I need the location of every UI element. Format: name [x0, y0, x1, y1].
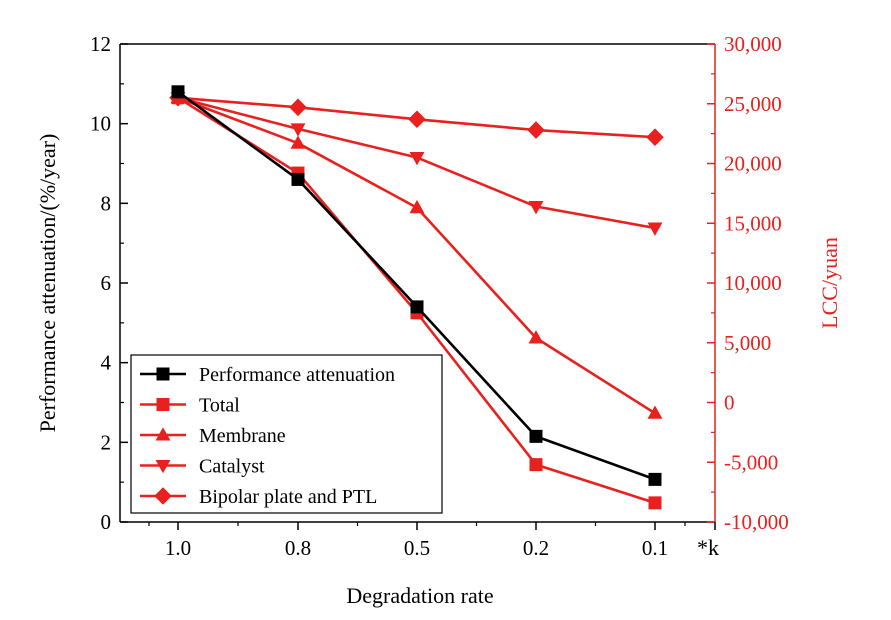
legend-entry: Bipolar plate and PTL	[140, 486, 377, 508]
legend-entry: Membrane	[140, 425, 286, 447]
data-point	[646, 128, 664, 146]
data-point	[648, 496, 662, 510]
legend-marker	[156, 367, 170, 381]
data-point	[529, 458, 543, 472]
series-catalyst	[170, 92, 663, 236]
left-tick-label: 12	[90, 32, 111, 56]
series-performance-attenuation	[171, 85, 662, 486]
right-tick-label: 25,000	[724, 92, 782, 116]
left-tick-label: 4	[101, 351, 112, 375]
legend-entry: Total	[140, 395, 240, 417]
data-point	[528, 330, 544, 344]
data-point	[648, 472, 662, 486]
data-point	[409, 152, 425, 166]
data-point	[409, 199, 425, 214]
data-point	[410, 300, 424, 314]
data-point	[647, 222, 663, 236]
legend-marker	[156, 398, 170, 411]
data-point	[290, 135, 306, 149]
legend-label: Bipolar plate and PTL	[199, 486, 377, 508]
legend-marker	[155, 427, 171, 441]
x-axis: 1.0 0.8 0.5 0.2 0.1	[148, 522, 716, 560]
x-tick-label: 1.0	[165, 536, 191, 560]
x-axis-title: Degradation rate	[346, 583, 493, 608]
x-tick-label: 0.5	[404, 536, 430, 560]
right-y-axis: -10,000 -5,000 0 5,000 10,000 15,000 20,000 25,…	[707, 32, 789, 534]
left-y-axis-title: Performance attenuation/(%/year)	[35, 134, 60, 433]
data-point	[527, 121, 545, 139]
left-tick-label: 10	[90, 112, 111, 136]
right-tick-label: -5,000	[724, 450, 778, 474]
legend-label: Membrane	[199, 425, 286, 447]
data-point	[529, 429, 543, 443]
legend: Performance attenuation Total Membrane Cata…	[130, 354, 443, 514]
right-y-axis-title: LCC/yuan	[817, 237, 842, 329]
right-tick-label: -10,000	[724, 510, 789, 534]
data-point	[291, 172, 305, 186]
legend-entry: Performance attenuation	[140, 364, 395, 386]
x-tick-label: 0.8	[285, 536, 311, 560]
data-point	[528, 200, 544, 215]
left-tick-label: 0	[101, 510, 112, 534]
legend-entry: Catalyst	[140, 456, 265, 478]
x-tick-label: 0.2	[523, 536, 549, 560]
right-tick-label: 20,000	[724, 152, 782, 176]
legend-label: Catalyst	[199, 456, 265, 478]
right-tick-label: 15,000	[724, 211, 782, 235]
left-tick-label: 2	[101, 430, 112, 454]
legend-marker	[155, 459, 171, 474]
series-layer	[169, 85, 664, 510]
right-tick-label: 30,000	[724, 32, 782, 56]
left-tick-label: 8	[101, 191, 112, 215]
x-axis-unit-label: *k	[697, 535, 719, 560]
right-tick-label: 5,000	[724, 331, 771, 355]
legend-label: Total	[199, 395, 240, 417]
x-tick-label: 0.1	[642, 536, 668, 560]
left-y-axis: 0 2 4 6 8 10 12	[90, 32, 128, 534]
legend-label: Performance attenuation	[199, 364, 395, 386]
data-point	[408, 110, 426, 129]
data-point	[290, 123, 306, 137]
legend-marker	[154, 487, 172, 505]
left-tick-label: 6	[101, 271, 112, 295]
data-point	[289, 98, 307, 117]
right-tick-label: 10,000	[724, 271, 782, 295]
right-tick-label: 0	[724, 391, 735, 415]
data-point	[171, 85, 185, 99]
data-point	[647, 405, 663, 419]
